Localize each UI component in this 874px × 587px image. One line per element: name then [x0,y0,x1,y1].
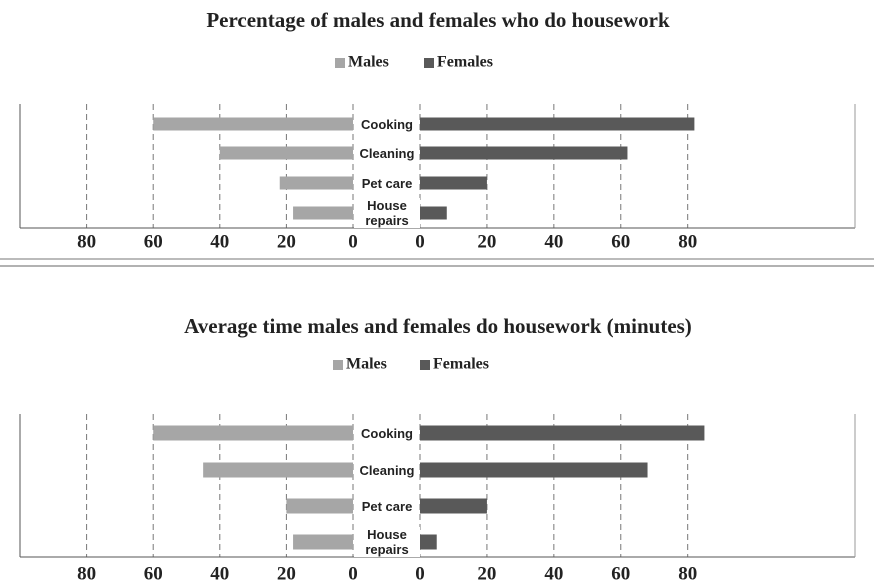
bar [219,146,353,160]
category-holder: Pet care [351,165,423,201]
legend-label: Males [346,356,387,373]
bar [286,498,353,514]
x-tick-label: 0 [415,563,425,584]
x-tick-label: 60 [611,563,630,584]
category-label: Cleaning [358,462,416,478]
legend-swatch [420,360,430,370]
bar [203,462,353,478]
category-box: Pet care [351,488,423,524]
legend-label: Males [348,54,389,71]
category-label: Cleaning [358,145,416,161]
category-label: Pet care [360,175,414,191]
x-tick-label: 40 [210,563,229,584]
x-tick-label: 60 [144,563,163,584]
category-label: House repairs [354,527,420,557]
category-holder: Cleaning [351,135,423,171]
bar [420,425,705,441]
x-tick-label: 80 [77,231,96,252]
legend-label: Females [437,54,493,71]
category-box: Pet care [351,165,423,201]
category-box: House repairs [351,195,423,231]
category-holder: Cleaning [351,452,423,488]
x-tick-label: 80 [678,563,697,584]
x-tick-label: 60 [611,231,630,252]
bar [293,206,353,220]
x-tick-label: 0 [415,231,425,252]
x-tick-label: 40 [210,231,229,252]
legend-label: Females [433,356,489,373]
x-tick-label: 0 [348,563,358,584]
bar [420,534,437,550]
category-holder: Pet care [351,488,423,524]
category-box: Cleaning [351,135,423,171]
bar [153,425,353,441]
bar [420,176,487,190]
category-label: Pet care [360,498,414,514]
x-tick-label: 40 [544,563,563,584]
bar [420,146,628,160]
category-label: Cooking [360,425,414,441]
category-box: Cleaning [351,452,423,488]
x-tick-label: 80 [77,563,96,584]
category-holder: House repairs [351,195,423,231]
x-tick-label: 20 [477,563,496,584]
legend-swatch [333,360,343,370]
x-tick-label: 20 [277,563,296,584]
x-tick-label: 0 [348,231,358,252]
bar [153,117,353,131]
x-tick-label: 40 [544,231,563,252]
bar [279,176,353,190]
category-holder: Cooking [351,415,423,451]
x-tick-label: 80 [678,231,697,252]
legend-swatch [335,58,345,68]
bar [420,498,487,514]
x-tick-label: 20 [477,231,496,252]
x-tick-label: 20 [277,231,296,252]
bar [293,534,353,550]
category-box: Cooking [351,415,423,451]
x-tick-label: 60 [144,231,163,252]
chart-title: Average time males and females do housew… [184,314,692,338]
category-label: House repairs [354,198,420,228]
chart-title: Percentage of males and females who do h… [206,8,670,32]
bar [420,462,648,478]
legend-swatch [424,58,434,68]
category-label: Cooking [360,116,414,132]
bar [420,206,447,220]
category-box: House repairs [351,524,423,560]
category-box: Cooking [351,106,423,142]
category-holder: House repairs [351,524,423,560]
category-holder: Cooking [351,106,423,142]
bar [420,117,695,131]
